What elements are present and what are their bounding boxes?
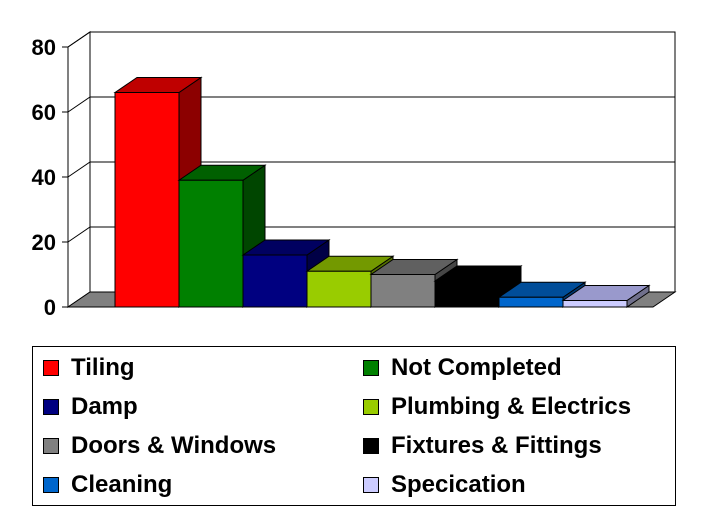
legend-swatch: [43, 399, 59, 415]
gridline: [67, 96, 675, 113]
legend-item: Plumbing & Electrics: [363, 392, 631, 422]
y-axis: 0 20 40 60 80: [32, 35, 69, 320]
bar-front: [178, 179, 244, 308]
legend-item: Fixtures & Fittings: [363, 431, 602, 461]
bar-front: [242, 254, 308, 308]
legend-label: Damp: [71, 393, 138, 420]
legend-label: Tiling: [71, 354, 135, 381]
legend-swatch: [43, 477, 59, 493]
legend-swatch: [363, 477, 379, 493]
legend-item: Tiling: [43, 353, 135, 383]
legend-label: Not Completed: [391, 354, 562, 381]
bar-front: [498, 296, 564, 308]
legend-swatch: [43, 360, 59, 376]
legend-swatch: [363, 399, 379, 415]
legend-item: Doors & Windows: [43, 431, 276, 461]
gridline: [67, 31, 675, 48]
bar-chart: 0 20 40 60 80: [32, 31, 677, 320]
legend-label: Doors & Windows: [71, 432, 277, 459]
y-tick-label: 20: [32, 230, 56, 255]
legend-item: Specication: [363, 470, 526, 500]
legend: Tiling Not Completed Damp Plumbing & Electr…: [32, 346, 676, 506]
legend-item: Not Completed: [363, 353, 562, 383]
legend-swatch: [363, 438, 379, 454]
y-tick-label: 80: [32, 35, 56, 60]
bar-8: [561, 284, 651, 308]
gridlines: [67, 31, 675, 243]
legend-label: Plumbing & Electrics: [391, 393, 632, 420]
legend-swatch: [43, 438, 59, 454]
bar-front: [434, 280, 500, 308]
gridline: [67, 226, 675, 243]
y-tick-label: 40: [32, 165, 56, 190]
legend-swatch: [363, 360, 379, 376]
legend-label: Cleaning: [71, 471, 173, 498]
bar-series: [113, 76, 651, 308]
legend-label: Specication: [391, 471, 526, 498]
bar-front: [114, 92, 180, 308]
legend-item: Cleaning: [43, 470, 172, 500]
legend-label: Fixtures & Fittings: [391, 432, 602, 459]
bar-front: [562, 300, 628, 308]
y-tick-label: 0: [44, 295, 56, 320]
bar-front: [370, 274, 436, 308]
y-tick-label: 60: [32, 100, 56, 125]
bar-front: [306, 270, 372, 308]
legend-item: Damp: [43, 392, 138, 422]
gridline: [67, 161, 675, 178]
